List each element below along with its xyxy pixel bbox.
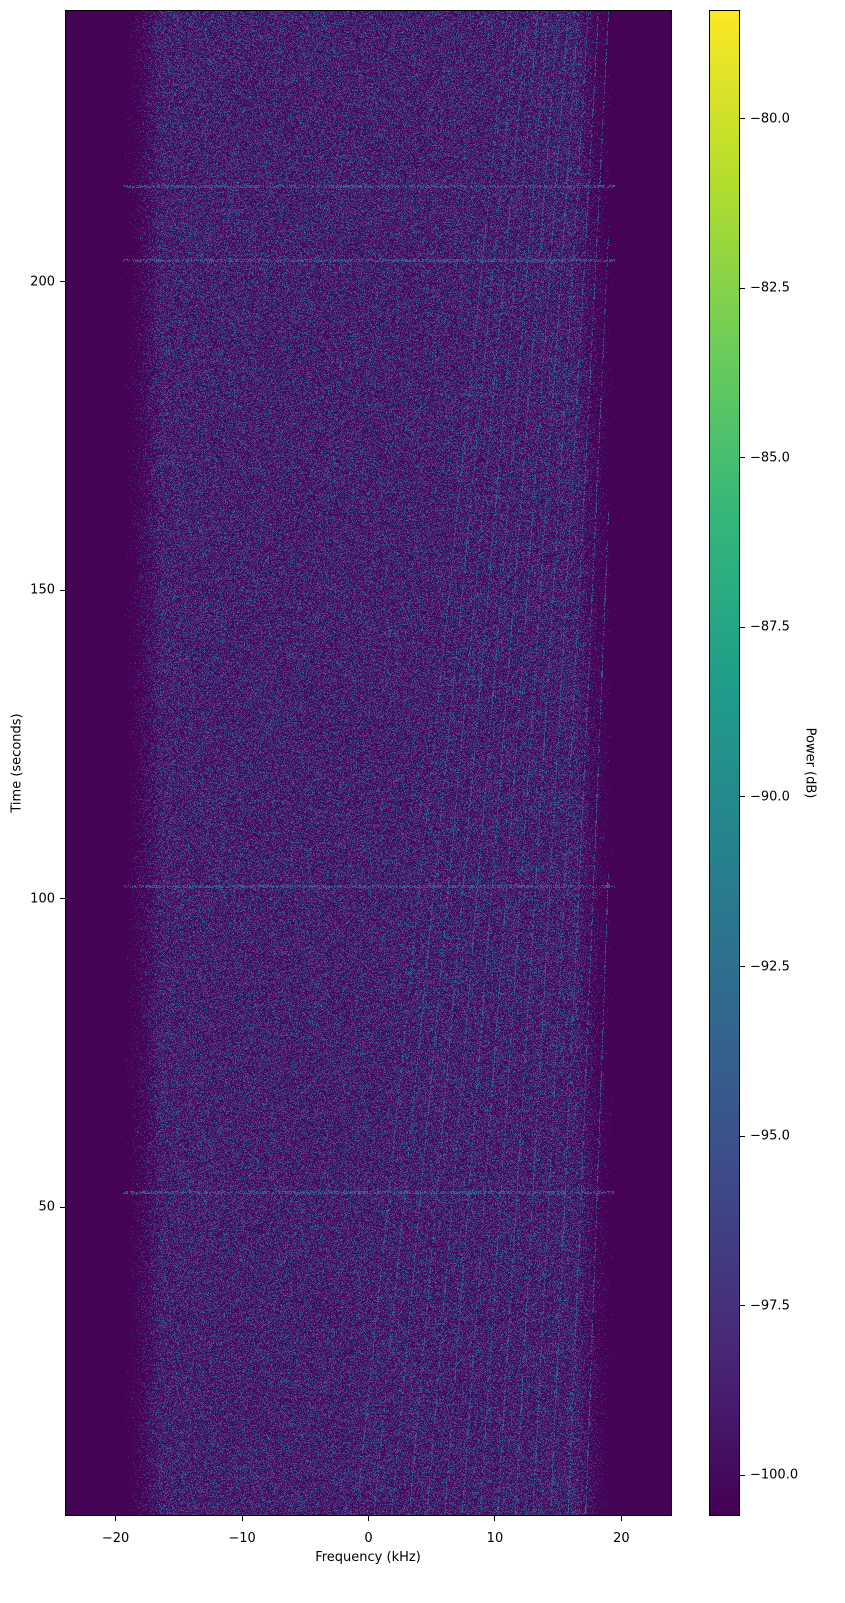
colorbar-tick-mark bbox=[740, 966, 745, 967]
x-tick-label: 10 bbox=[486, 1531, 504, 1546]
colorbar-tick-label: −82.5 bbox=[750, 280, 790, 296]
colorbar-tick-mark bbox=[740, 1305, 745, 1307]
x-tick-label: −20 bbox=[101, 1531, 130, 1546]
x-tick-label: 0 bbox=[364, 1531, 373, 1546]
colorbar-tick-label: −95.0 bbox=[750, 1128, 790, 1144]
spectrogram-heatmap bbox=[66, 11, 671, 1515]
spectrogram-plot-area bbox=[65, 10, 672, 1516]
colorbar-tick-mark bbox=[740, 626, 745, 628]
colorbar-tick-label: −100.0 bbox=[750, 1467, 799, 1483]
x-axis-label: Frequency (kHz) bbox=[315, 1550, 421, 1565]
x-tick-label: 20 bbox=[613, 1531, 630, 1546]
colorbar-tick-mark bbox=[740, 1474, 745, 1476]
y-tick-label: 200 bbox=[30, 274, 55, 290]
y-tick-mark bbox=[60, 589, 65, 591]
y-tick-label: 100 bbox=[30, 891, 55, 907]
colorbar-tick-mark bbox=[740, 118, 745, 120]
colorbar-tick-label: −90.0 bbox=[750, 789, 790, 805]
x-tick-mark bbox=[494, 1516, 496, 1521]
colorbar-label: Power (dB) bbox=[802, 727, 818, 799]
y-axis-label: Time (seconds) bbox=[9, 713, 25, 813]
y-tick-mark bbox=[60, 898, 65, 900]
colorbar-tick-mark bbox=[740, 457, 745, 459]
colorbar-tick-label: −80.0 bbox=[750, 111, 790, 127]
x-tick-mark bbox=[368, 1516, 369, 1521]
colorbar bbox=[709, 10, 740, 1516]
x-tick-mark bbox=[620, 1516, 622, 1521]
y-tick-label: 150 bbox=[30, 582, 55, 598]
colorbar-tick-label: −87.5 bbox=[750, 619, 790, 635]
x-tick-mark bbox=[241, 1516, 243, 1521]
colorbar-tick-label: −97.5 bbox=[750, 1298, 790, 1314]
colorbar-tick-mark bbox=[740, 796, 745, 798]
y-tick-mark bbox=[60, 281, 65, 283]
colorbar-tick-mark bbox=[740, 287, 745, 289]
colorbar-tick-label: −85.0 bbox=[750, 450, 790, 466]
colorbar-tick-label: −92.5 bbox=[750, 959, 790, 974]
y-tick-label: 50 bbox=[38, 1199, 55, 1215]
x-tick-label: −10 bbox=[228, 1531, 256, 1546]
x-tick-mark bbox=[115, 1516, 117, 1521]
colorbar-tick-mark bbox=[740, 1135, 745, 1137]
y-tick-mark bbox=[60, 1206, 65, 1208]
